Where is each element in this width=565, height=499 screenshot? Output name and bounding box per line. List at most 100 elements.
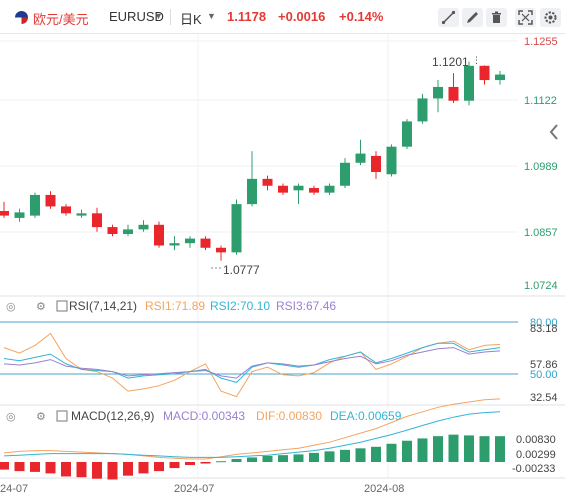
price-tick: 1.0724 (524, 280, 558, 292)
rsi-legend: ◎ ⚙ RSI(7,14,21) RSI1:71.89 RSI2:70.10 R… (6, 299, 336, 313)
period-dropdown-icon[interactable]: ▼ (207, 11, 216, 21)
symbol-label[interactable]: EURUSD (109, 9, 164, 24)
candle-body (464, 65, 474, 101)
draw-tool-button[interactable] (462, 8, 483, 27)
line-tool-icon (441, 10, 456, 25)
eye-icon[interactable]: ◎ (6, 411, 16, 423)
trash-icon (492, 11, 501, 23)
pencil-icon (467, 12, 478, 23)
macd-bar (185, 462, 195, 466)
high-annotation-marker: ⋮ (472, 55, 481, 65)
price-tick: 1.0857 (524, 227, 558, 239)
candle-body (30, 194, 40, 216)
rsi1-line (3, 332, 501, 398)
macd-series (0, 398, 505, 480)
delete-drawing-button[interactable] (486, 8, 507, 27)
candle-body (433, 86, 443, 99)
candle-body (309, 188, 319, 193)
macd-bar (61, 462, 71, 477)
settings-icon[interactable]: ⚙ (36, 301, 46, 313)
macd-menu-icon[interactable] (56, 410, 68, 422)
macd-bar (479, 436, 490, 462)
pair-name[interactable]: 欧元/美元 (33, 12, 89, 27)
eye-icon[interactable]: ◎ (6, 301, 16, 313)
price-axis: 1.1255 (524, 36, 558, 48)
line-tool-button[interactable] (438, 8, 459, 27)
symbol-dropdown-icon[interactable]: ▼ (154, 11, 163, 21)
settings-button[interactable] (540, 8, 561, 27)
candle-body (154, 224, 164, 246)
settings-icon (544, 11, 557, 24)
macd-legend: ◎ ⚙ MACD(12,26,9) MACD:0.00343 DIF:0.008… (6, 409, 402, 423)
macd-title: MACD(12,26,9) (71, 409, 154, 423)
macd-bar (324, 451, 335, 462)
candle-body (216, 247, 226, 253)
chart-toolbar: 欧元/美元 EURUSD ▼ 日K ▼ 1.1178 +0.0016 +0.14… (0, 0, 565, 34)
eurusd-flag-icon (15, 11, 28, 24)
candle-body (45, 194, 56, 207)
macd-bar (169, 462, 180, 469)
candle-body (417, 98, 428, 122)
macd-tick: 0.00299 (516, 449, 556, 461)
candle-body (169, 243, 180, 246)
candle-body (495, 74, 505, 81)
macd-bar (464, 435, 474, 462)
macd-bar (448, 434, 459, 462)
rsi-tick: 50.00 (530, 369, 558, 381)
date-tick: 24-07 (0, 483, 28, 495)
macd-bar (433, 436, 443, 462)
rsi-menu-icon[interactable] (56, 300, 68, 312)
price-change-percent: +0.14% (339, 9, 384, 24)
expand-icon (518, 10, 533, 25)
rsi2-line (3, 342, 501, 383)
rsi-tick: 32.54 (530, 392, 558, 404)
macd-bar (340, 449, 350, 462)
candle-body (278, 185, 288, 193)
candle-body (123, 229, 133, 234)
price-chart[interactable]: 1.1201 ⋮ 1.0777 1.1255 1.1122 1.0989 1.0… (0, 34, 565, 499)
candle-body (0, 211, 9, 216)
macd-tick: -0.00233 (512, 463, 555, 475)
candle-body (76, 213, 87, 216)
rsi3-value: RSI3:67.46 (276, 299, 336, 313)
macd-bar (417, 438, 428, 462)
macd-bar (45, 462, 56, 474)
macd-bar (154, 462, 164, 472)
date-tick: 2024-08 (364, 483, 404, 495)
macd-bar (14, 462, 25, 472)
toolbar-divider (170, 9, 171, 25)
macd-bar (76, 462, 87, 478)
candle-body (293, 185, 304, 191)
price-tick: 1.1122 (524, 95, 557, 107)
dea-value: DEA:0.00659 (330, 409, 402, 423)
dea-line (3, 411, 501, 458)
fullscreen-button[interactable] (515, 8, 536, 27)
candle-body (262, 178, 273, 186)
macd-bar (402, 440, 412, 462)
macd-bar (309, 452, 319, 462)
candle-body (355, 153, 366, 163)
macd-bar (293, 454, 304, 462)
macd-bar (30, 462, 40, 472)
rsi-lines (3, 332, 501, 398)
period-selector[interactable]: 日K (180, 12, 202, 27)
macd-bar (262, 455, 273, 462)
candlestick-series (0, 61, 505, 261)
macd-bar (123, 462, 133, 476)
macd-bar (495, 436, 505, 462)
candle-body (92, 213, 102, 228)
candle-body (402, 121, 412, 147)
current-price: 1.1178 (227, 9, 267, 24)
macd-value: MACD:0.00343 (163, 409, 245, 423)
candle-body (340, 162, 350, 186)
price-tick: 1.0989 (524, 161, 558, 173)
macd-bar (371, 446, 381, 462)
settings-icon[interactable]: ⚙ (36, 411, 46, 423)
candle-body (138, 224, 149, 230)
candle-body (448, 86, 459, 101)
high-annotation: 1.1201 (432, 55, 469, 69)
candle-body (386, 146, 397, 175)
candle-body (479, 65, 490, 81)
chevron-left-icon[interactable] (547, 122, 561, 142)
macd-tick: 0.00830 (516, 434, 556, 446)
